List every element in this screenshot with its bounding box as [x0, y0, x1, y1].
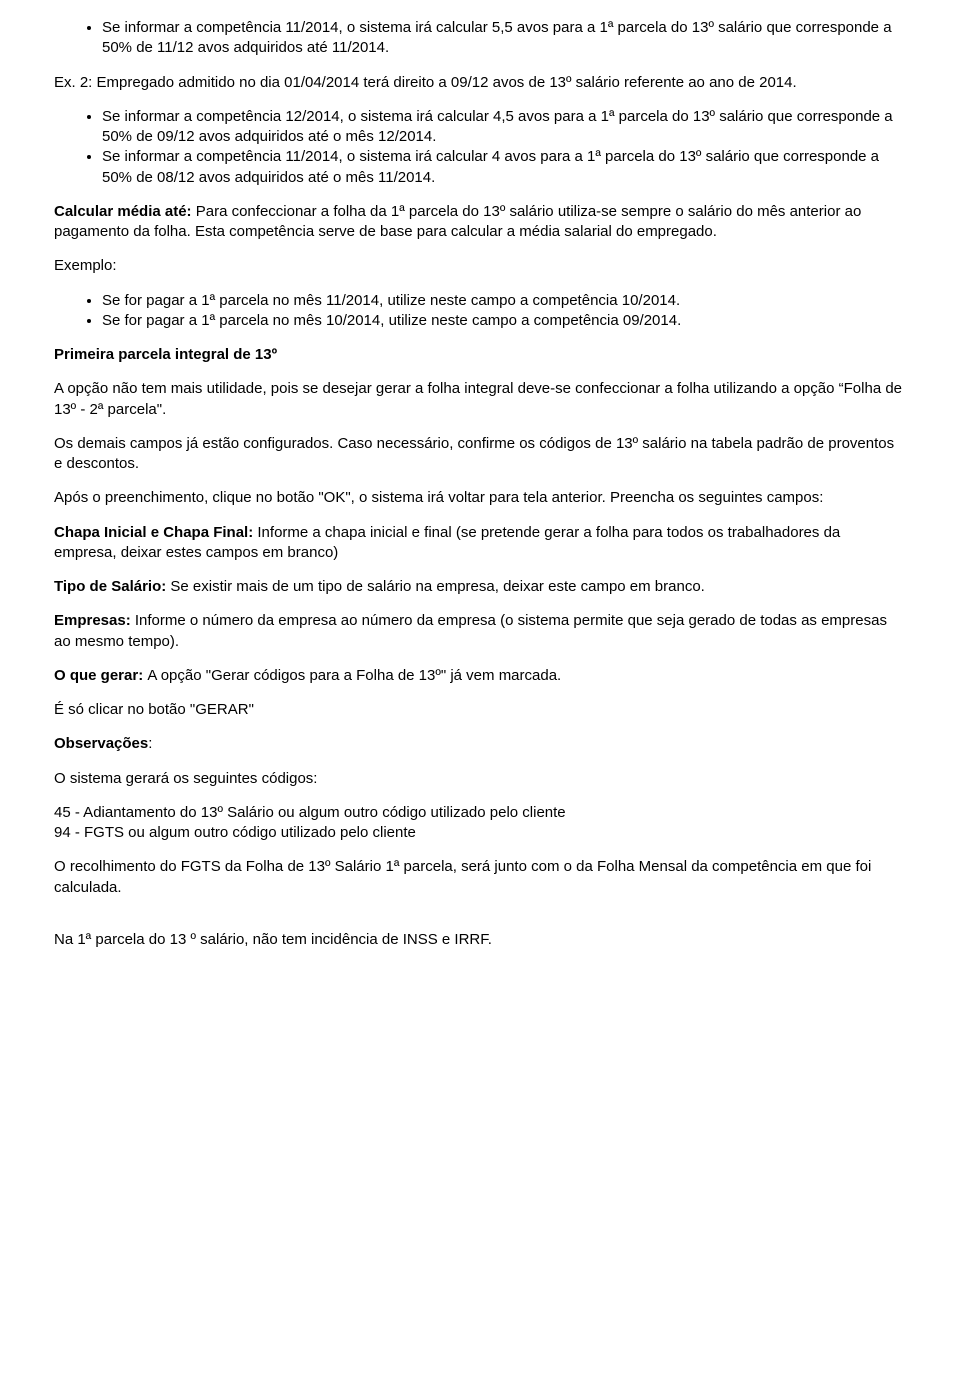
bullet-list-ex2: Se informar a competência 12/2014, o sis…: [54, 107, 906, 188]
label-chapa: Chapa Inicial e Chapa Final:: [54, 524, 257, 541]
list-item: Se informar a competência 12/2014, o sis…: [102, 107, 906, 148]
label-observacoes: Observações: [54, 735, 148, 752]
line-cod2: 94 - FGTS ou algum outro código utilizad…: [54, 823, 906, 843]
list-item: Se informar a competência 11/2014, o sis…: [102, 18, 906, 59]
colon-observacoes: :: [148, 735, 152, 752]
paragraph-chapa: Chapa Inicial e Chapa Final: Informe a c…: [54, 523, 906, 564]
paragraph-gerar: É só clicar no botão "GERAR": [54, 700, 906, 720]
list-item: Se informar a competência 11/2014, o sis…: [102, 147, 906, 188]
paragraph-empresas: Empresas: Informe o número da empresa ao…: [54, 611, 906, 652]
label-exemplo: Exemplo:: [54, 256, 906, 276]
bullet-list-top: Se informar a competência 11/2014, o sis…: [54, 18, 906, 59]
heading-observacoes: Observações:: [54, 734, 906, 754]
paragraph-demais: Os demais campos já estão configurados. …: [54, 434, 906, 475]
paragraph-recolhimento: O recolhimento do FGTS da Folha de 13º S…: [54, 857, 906, 898]
paragraph-obs: O sistema gerará os seguintes códigos:: [54, 769, 906, 789]
paragraph-final: Na 1ª parcela do 13 º salário, não tem i…: [54, 930, 906, 950]
paragraph-ex2: Ex. 2: Empregado admitido no dia 01/04/2…: [54, 73, 906, 93]
paragraph-calc-media: Calcular média até: Para confeccionar a …: [54, 202, 906, 243]
text-oque: A opção "Gerar códigos para a Folha de 1…: [147, 667, 561, 684]
paragraph-tipo: Tipo de Salário: Se existir mais de um t…: [54, 577, 906, 597]
label-tipo: Tipo de Salário:: [54, 578, 170, 595]
paragraph-oque: O que gerar: A opção "Gerar códigos para…: [54, 666, 906, 686]
list-item: Se for pagar a 1ª parcela no mês 10/2014…: [102, 311, 906, 331]
text-empresas: Informe o número da empresa ao número da…: [54, 612, 887, 649]
label-oque: O que gerar:: [54, 667, 147, 684]
paragraph-primeira-parcela: A opção não tem mais utilidade, pois se …: [54, 379, 906, 420]
paragraph-apos: Após o preenchimento, clique no botão "O…: [54, 488, 906, 508]
text-tipo: Se existir mais de um tipo de salário na…: [170, 578, 704, 595]
label-calc-media: Calcular média até:: [54, 203, 196, 220]
line-cod1: 45 - Adiantamento do 13º Salário ou algu…: [54, 803, 906, 823]
label-empresas: Empresas:: [54, 612, 135, 629]
heading-primeira-parcela: Primeira parcela integral de 13º: [54, 345, 906, 365]
bullet-list-exemplo: Se for pagar a 1ª parcela no mês 11/2014…: [54, 291, 906, 332]
list-item: Se for pagar a 1ª parcela no mês 11/2014…: [102, 291, 906, 311]
